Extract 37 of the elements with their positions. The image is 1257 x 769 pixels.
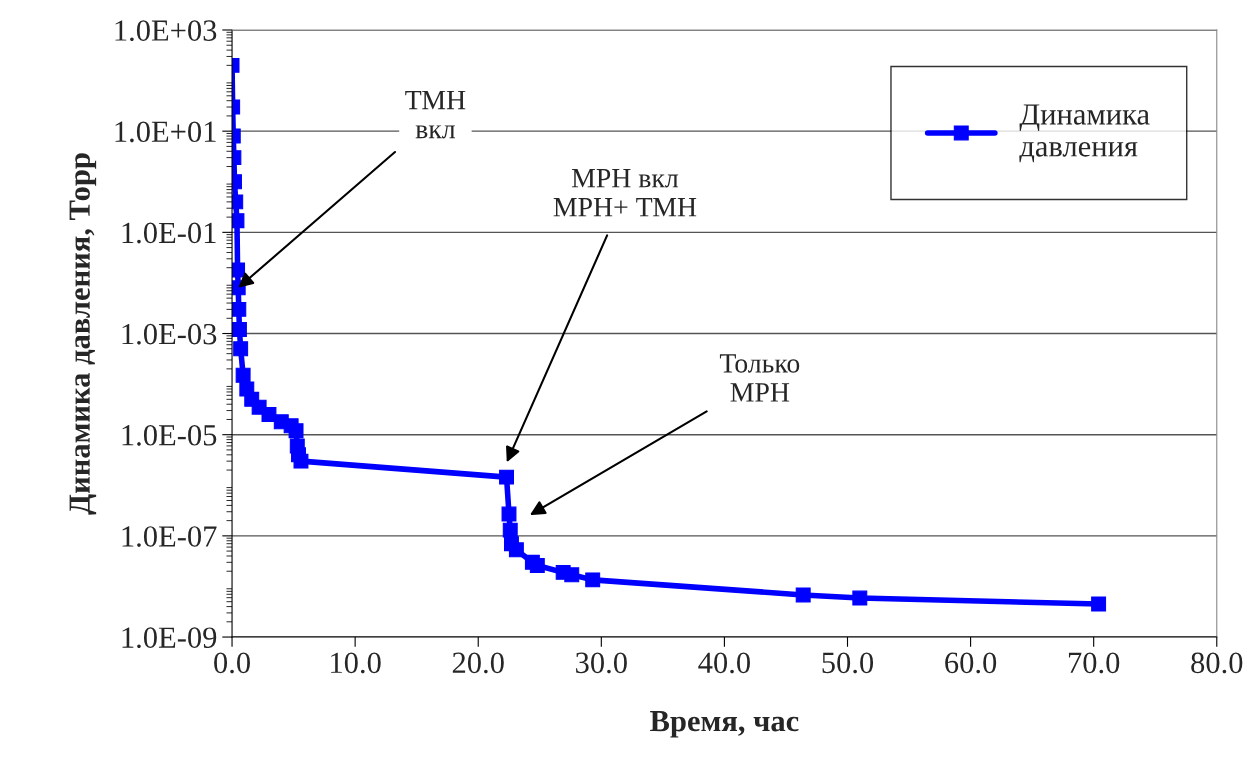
y-tick-label: 1.0E-01 — [122, 222, 216, 244]
point — [232, 322, 247, 337]
point — [564, 567, 580, 583]
x-tick-label: 50.0 — [822, 652, 874, 674]
y-tick-label: 1.0E-07 — [122, 526, 217, 547]
y-tick-label: 1.0E+03 — [115, 20, 217, 42]
x-tick-label: 10.0 — [331, 652, 381, 674]
annotation: МРН вкл МРН+ ТМН — [553, 169, 697, 217]
x-tick-label: 70.0 — [1068, 652, 1120, 674]
point — [499, 469, 514, 485]
point — [232, 301, 247, 317]
y-tick-label: 1.0E-09 — [122, 627, 217, 649]
point — [852, 590, 868, 606]
x-tick-label: 60.0 — [945, 652, 997, 674]
point — [508, 542, 524, 558]
point — [233, 341, 249, 357]
x-tick-label: 40.0 — [698, 652, 750, 674]
annotation: Только МРН — [719, 354, 800, 402]
x-tick-label: 0.0 — [214, 652, 250, 674]
point — [293, 453, 309, 469]
x-axis-title: Время, час — [650, 711, 799, 738]
point — [585, 572, 601, 588]
legend-label: Динамика давления — [1019, 104, 1150, 163]
x-tick-label: 80.0 — [1191, 652, 1243, 674]
annotation: ТМН вкл — [405, 90, 466, 139]
point — [235, 367, 251, 383]
y-axis-title: Динамика давления, Торр — [69, 153, 97, 515]
point — [288, 423, 304, 439]
x-tick-label: 30.0 — [576, 652, 627, 674]
point — [795, 587, 811, 603]
y-tick-label: 1.0E-05 — [122, 424, 217, 446]
point — [1091, 596, 1107, 612]
y-tick-label: 1.0E-03 — [122, 323, 217, 345]
point — [529, 558, 545, 573]
x-tick-label: 20.0 — [452, 652, 504, 674]
point — [501, 506, 517, 522]
y-tick-label: 1.0E+01 — [115, 121, 216, 143]
